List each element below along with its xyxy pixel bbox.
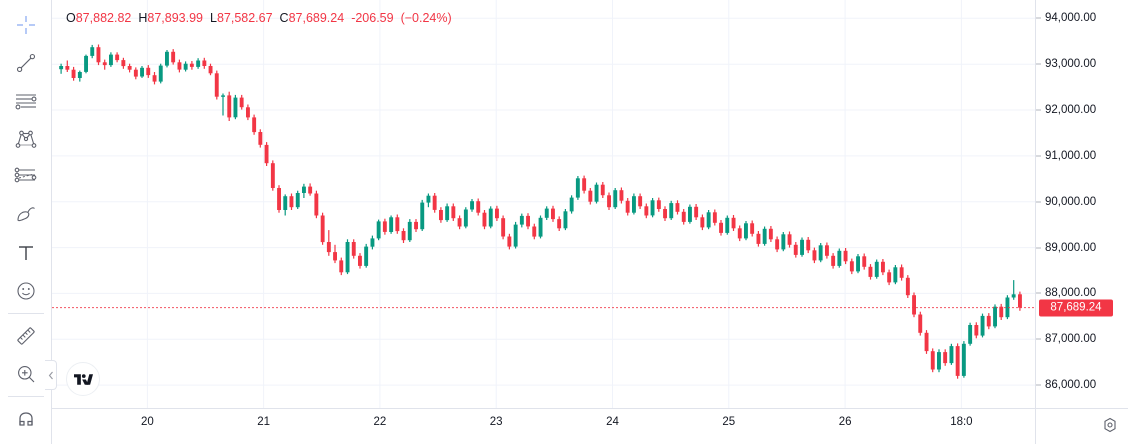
toolbar-collapse-button[interactable] [45, 360, 57, 390]
magnet-icon [14, 408, 38, 430]
ohlc-low-label: L [209, 11, 217, 25]
crosshair-tool[interactable] [0, 6, 52, 44]
fib-retracement-icon [14, 166, 38, 188]
ohlc-open-value: 87,882.82 [75, 11, 132, 25]
gear-icon [1104, 417, 1116, 433]
time-tick-label: 25 [722, 416, 736, 428]
ohlc-change-percent: (−0.24%) [400, 11, 452, 25]
price-tick-label: 89,000.00 [1045, 241, 1097, 254]
tradingview-logo[interactable] [66, 362, 100, 396]
ohlc-legend: O87,882.82 H87,893.99 L87,582.67 C87,689.24… [66, 10, 452, 26]
time-tick-label: 21 [257, 416, 270, 428]
price-tick-label: 87,000.00 [1045, 333, 1097, 346]
price-tick-label: 88,000.00 [1045, 287, 1097, 300]
price-tick-label: 90,000.00 [1045, 195, 1097, 208]
price-tick-label: 94,000.00 [1045, 12, 1097, 25]
pitchfork-tool[interactable] [0, 120, 52, 158]
time-axis-divider [1035, 409, 1036, 444]
time-axis-settings-button[interactable] [1101, 416, 1119, 434]
chart-canvas[interactable] [52, 0, 1035, 408]
ohlc-close-value: 87,689.24 [288, 11, 345, 25]
drawing-lock-tool[interactable] [0, 438, 52, 444]
time-tick-label: 22 [373, 416, 387, 428]
price-tick-label: 92,000.00 [1045, 104, 1097, 116]
price-tick-dash [1036, 17, 1041, 19]
emoji-tool[interactable] [0, 272, 52, 310]
smiley-icon [15, 280, 37, 302]
price-tick-dash [1036, 201, 1041, 203]
ohlc-high-label: H [138, 11, 148, 25]
candlestick-series [59, 44, 1022, 379]
price-tick-label: 91,000.00 [1045, 149, 1097, 162]
current-price-badge[interactable]: 87,689.24 [1039, 299, 1113, 317]
drawing-toolbar [0, 0, 52, 444]
time-tick-label: 23 [489, 416, 503, 428]
fib-retracement-tool[interactable] [0, 158, 52, 196]
price-tick-dash [1036, 384, 1041, 386]
price-tick-dash [1036, 63, 1041, 65]
ohlc-low-value: 87,582.67 [216, 11, 273, 25]
horizontal-lines-icon [14, 90, 38, 112]
ohlc-change-value: -206.59 [351, 11, 394, 25]
measure-tool[interactable] [0, 317, 52, 355]
horizontal-lines-tool[interactable] [0, 82, 52, 120]
chart-gridlines [52, 0, 1035, 408]
time-tick-label: 18:0 [950, 416, 973, 428]
ruler-icon [14, 324, 38, 348]
price-tick-dash [1036, 247, 1041, 249]
magnifier-plus-icon [15, 363, 37, 385]
time-tick-label: 24 [606, 416, 619, 428]
toolbar-divider-1 [7, 313, 44, 314]
zoom-in-tool[interactable] [0, 355, 52, 393]
ohlc-high-value: 87,893.99 [147, 11, 203, 25]
toolbar-divider-2 [7, 396, 44, 397]
time-axis[interactable]: 20 21 22 23 24 25 26 18:0 [52, 408, 1128, 444]
price-tick-dash [1036, 155, 1041, 157]
current-price-line [52, 307, 1035, 309]
crosshair-icon [16, 15, 36, 35]
chevron-left-icon [48, 371, 53, 379]
trend-line-icon [15, 52, 37, 74]
price-tick-label: 86,000.00 [1045, 379, 1097, 392]
price-tick-label: 93,000.00 [1045, 58, 1097, 71]
tradingview-logo-icon [73, 373, 93, 385]
price-tick-dash [1036, 338, 1041, 340]
price-axis[interactable]: 94,000.00 93,000.00 92,000.00 91,000.00 90,0… [1035, 0, 1128, 408]
trend-line-tool[interactable] [0, 44, 52, 82]
time-tick-label: 20 [140, 416, 154, 428]
ohlc-close-label: C [279, 11, 289, 25]
brush-tool[interactable] [0, 196, 52, 234]
magnet-tool[interactable] [0, 400, 52, 438]
text-tool[interactable] [0, 234, 52, 272]
text-icon [15, 242, 37, 264]
ohlc-open-label: O [66, 11, 76, 25]
price-tick-dash [1036, 292, 1041, 294]
time-tick-label: 26 [838, 416, 852, 428]
brush-icon [14, 204, 38, 226]
pitchfork-icon [14, 128, 38, 150]
price-tick-dash [1036, 109, 1041, 111]
